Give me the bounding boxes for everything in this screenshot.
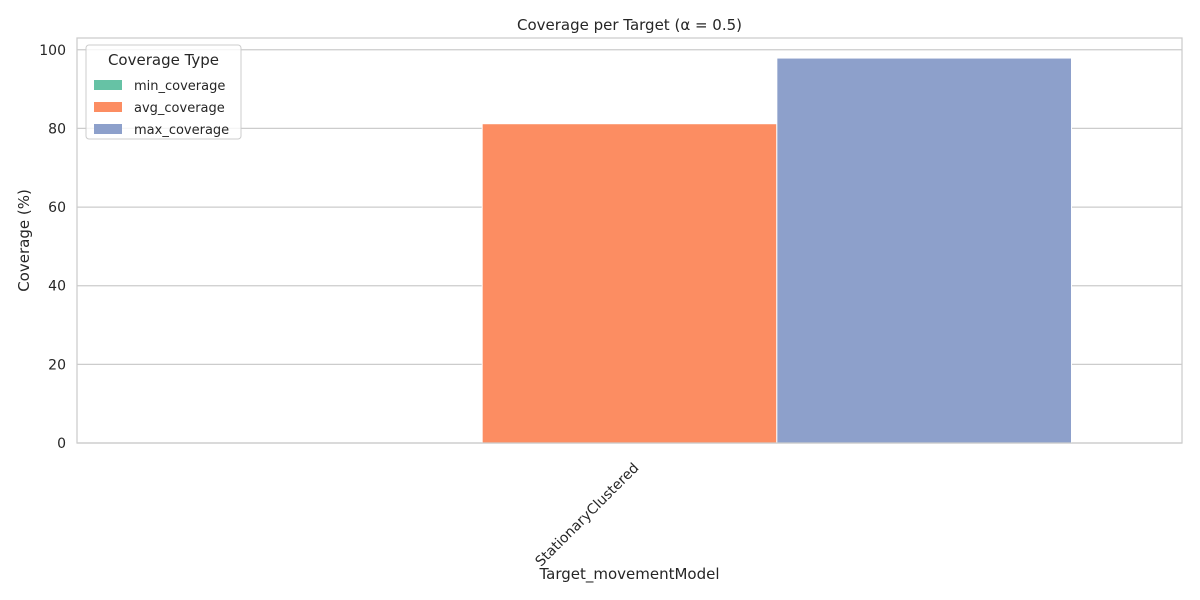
bar-max-coverage: [776, 57, 1072, 444]
plot-frame: [76, 37, 1183, 444]
legend-label-min-coverage: min_coverage: [134, 79, 225, 94]
x-axis-label: Target_movementModel: [538, 565, 719, 584]
legend-items: min_coverage avg_coverage max_coverage: [94, 79, 229, 138]
legend-label-avg-coverage: avg_coverage: [134, 101, 225, 116]
y-tick-label: 20: [48, 357, 66, 373]
chart-title: Coverage per Target (α = 0.5): [517, 16, 742, 34]
legend: Coverage Type min_coverage avg_coveragema…: [85, 44, 242, 140]
bars: [481, 57, 1072, 444]
legend-title: Coverage Type: [108, 51, 219, 69]
x-tick-label: StationaryClustered: [533, 460, 643, 570]
y-axis-ticks: 0 20 40 60 80 100: [39, 43, 66, 452]
legend-swatch-max-coverage: [94, 124, 122, 134]
bar-avg-coverage: [481, 123, 778, 444]
y-tick-label: 60: [48, 200, 66, 216]
legend-swatch-min-coverage: [94, 80, 122, 90]
legend-label-max-coverage: max_coverage: [134, 123, 229, 138]
y-tick-label: 40: [48, 279, 66, 295]
y-tick-label: 100: [39, 43, 66, 59]
legend-box: [85, 44, 242, 140]
y-tick-label: 80: [48, 121, 66, 137]
y-tick-label: 0: [57, 436, 66, 452]
legend-swatch-avg-coverage: [94, 102, 122, 112]
y-axis-label: Coverage (%): [15, 189, 33, 292]
x-axis-ticks: StationaryClustered: [533, 460, 643, 570]
